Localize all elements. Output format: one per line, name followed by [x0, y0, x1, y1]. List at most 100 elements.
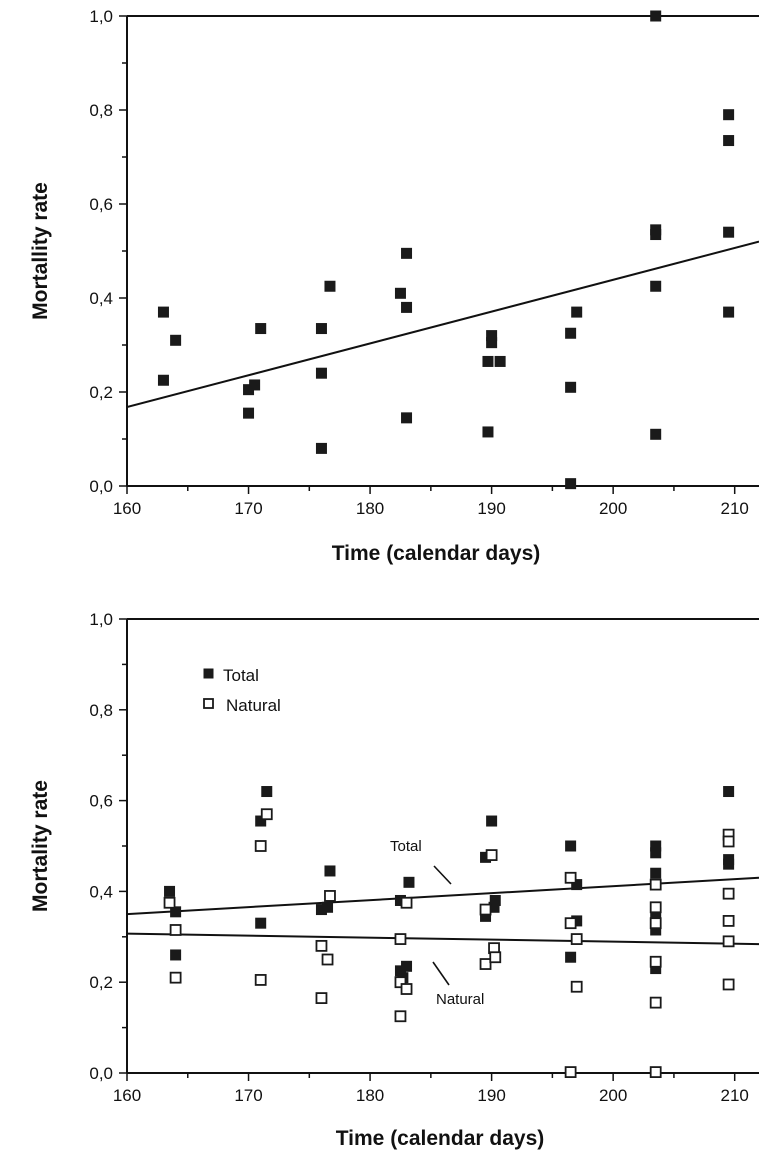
- bottom-natural-point: [649, 996, 662, 1009]
- top-series-point: [650, 428, 662, 440]
- bottom-natural-point: [400, 896, 413, 909]
- top-y-tick-label: 0,8: [89, 101, 113, 120]
- bottom-natural-point: [324, 890, 336, 902]
- bottom-total-point: [723, 858, 735, 870]
- bottom-data-points: [163, 786, 735, 1078]
- bottom-total-point: [324, 865, 336, 877]
- top-x-tick-label: 190: [477, 499, 505, 518]
- top-series-point: [249, 379, 261, 391]
- bottom-y-axis-title: Mortality rate: [29, 780, 52, 912]
- bottom-natural-point: [394, 976, 407, 989]
- top-y-tick-label: 0,0: [89, 477, 113, 496]
- bottom-y-tick-label: 0,6: [89, 792, 113, 811]
- bottom-total-point: [565, 951, 577, 963]
- bottom-trend-line-natural: [126, 932, 759, 946]
- bottom-total-point: [261, 786, 273, 798]
- bottom-x-tick-label: 210: [721, 1086, 749, 1105]
- bottom-natural-point: [570, 933, 583, 945]
- top-series-point: [494, 355, 506, 367]
- top-series-point: [565, 478, 577, 490]
- bottom-natural-point: [649, 1066, 662, 1078]
- legend-total-marker: [203, 668, 214, 679]
- annotation-natural: Natural: [436, 991, 484, 1008]
- top-series-point: [315, 367, 327, 379]
- bottom-natural-point: [400, 983, 413, 995]
- top-series-point: [401, 412, 413, 424]
- top-series-point: [324, 280, 336, 292]
- legend-total-label: Total: [223, 666, 259, 685]
- top-series-point: [723, 226, 735, 238]
- bottom-natural-point: [315, 939, 328, 952]
- top-y-tick-label: 0,4: [89, 289, 113, 308]
- top-series-point: [401, 301, 413, 313]
- top-y-axis-title: Mortallity rate: [29, 182, 52, 320]
- bottom-y-tick-label: 0,8: [89, 701, 113, 720]
- top-series-point: [315, 442, 327, 454]
- bottom-chart: 0,0 0,2 0,4 0,6 0,8 1,0 160 170 180 190 200 210 Tot…: [29, 610, 759, 1150]
- top-ticks: 0,0 0,2 0,4 0,6 0,8 1,0 160 170 180 190 200 210: [89, 7, 749, 518]
- bottom-natural-point: [485, 849, 498, 861]
- top-series-point: [315, 323, 327, 335]
- top-series-point: [243, 407, 255, 419]
- bottom-total-point: [403, 876, 415, 888]
- top-y-tick-label: 0,6: [89, 195, 113, 214]
- top-series-point: [486, 330, 498, 342]
- bottom-natural-point: [260, 808, 273, 821]
- bottom-natural-point: [564, 871, 577, 884]
- bottom-total-point: [723, 786, 735, 798]
- bottom-total-point: [571, 879, 583, 891]
- bottom-total-point: [650, 867, 662, 879]
- bottom-natural-point: [489, 951, 502, 964]
- top-series-point: [255, 323, 267, 335]
- top-x-axis-title: Time (calendar days): [332, 542, 541, 565]
- bottom-natural-point: [479, 958, 492, 970]
- top-series-point: [401, 247, 413, 259]
- bottom-natural-point: [722, 978, 735, 991]
- legend-natural-marker: [203, 698, 214, 709]
- top-x-tick-label: 180: [356, 499, 384, 518]
- bottom-y-tick-label: 1,0: [89, 610, 113, 629]
- top-series-point: [650, 280, 662, 292]
- top-series-point: [723, 109, 735, 121]
- top-x-tick-label: 160: [113, 499, 141, 518]
- top-trend-lines: [126, 240, 759, 409]
- bottom-ticks: 0,0 0,2 0,4 0,6 0,8 1,0 160 170 180 190 200 210: [89, 610, 749, 1105]
- top-x-tick-label: 210: [721, 499, 749, 518]
- top-series-point: [482, 355, 494, 367]
- bottom-natural-point: [649, 901, 662, 914]
- bottom-x-tick-label: 180: [356, 1086, 384, 1105]
- bottom-natural-point: [649, 955, 662, 968]
- bottom-natural-point: [649, 917, 662, 930]
- top-series-point: [157, 374, 169, 386]
- top-series-point: [565, 327, 577, 339]
- bottom-natural-point: [564, 917, 577, 930]
- top-series-point: [170, 334, 182, 346]
- top-x-tick-label: 170: [234, 499, 262, 518]
- bottom-natural-point: [169, 971, 182, 984]
- bottom-natural-point: [163, 896, 176, 909]
- bottom-trend-lines: [126, 876, 759, 946]
- bottom-natural-point: [169, 924, 182, 936]
- top-series-point: [394, 287, 406, 299]
- legend-natural-label: Natural: [226, 696, 281, 715]
- bottom-trend-line-total: [126, 876, 759, 916]
- bottom-natural-point: [394, 933, 407, 945]
- top-series-point: [571, 306, 583, 318]
- bottom-total-point: [401, 960, 413, 972]
- top-trend-line: [126, 240, 759, 409]
- bottom-natural-point: [722, 835, 735, 848]
- bottom-total-point: [565, 840, 577, 852]
- bottom-total-point: [170, 949, 182, 961]
- top-series-point: [565, 381, 577, 393]
- bottom-x-tick-label: 170: [234, 1086, 262, 1105]
- top-y-tick-label: 0,2: [89, 383, 113, 402]
- bottom-total-point: [164, 885, 176, 897]
- bottom-natural-point: [394, 1010, 407, 1023]
- bottom-x-axis-title: Time (calendar days): [336, 1127, 545, 1150]
- bottom-total-point: [650, 847, 662, 859]
- bottom-natural-point: [254, 840, 267, 852]
- annotation-total-leader: [433, 865, 452, 885]
- top-y-tick-label: 1,0: [89, 7, 113, 26]
- bottom-natural-point: [722, 915, 735, 927]
